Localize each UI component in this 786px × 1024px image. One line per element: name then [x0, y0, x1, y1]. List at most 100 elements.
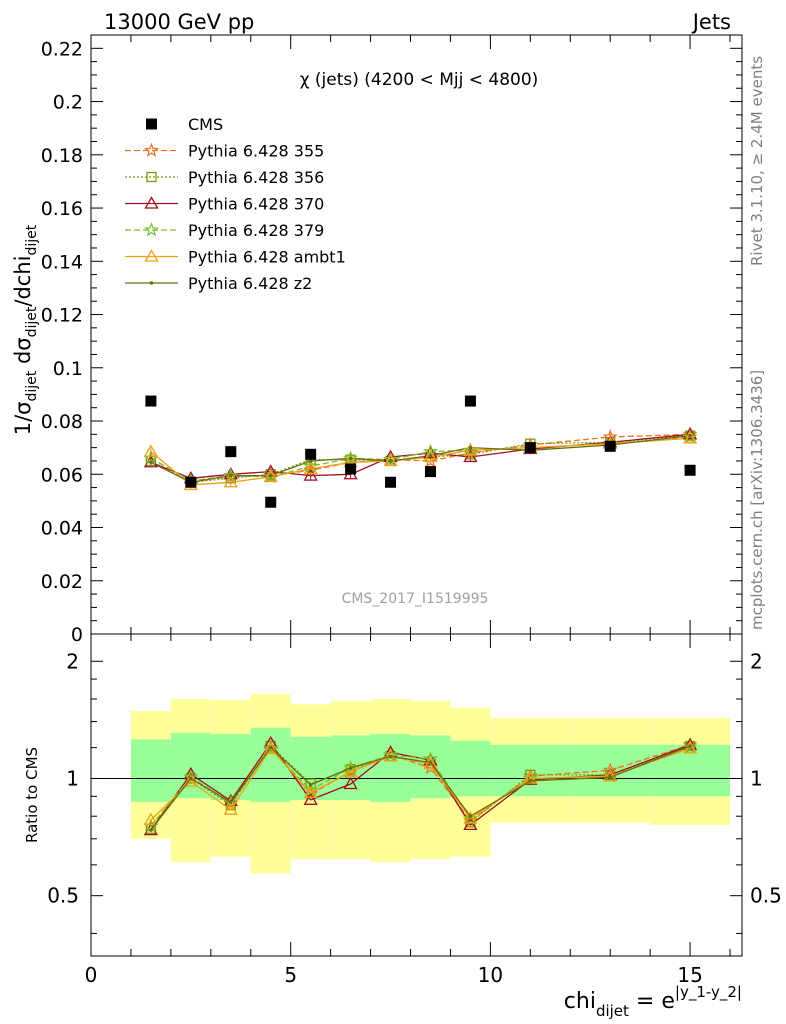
series-point-5 [268, 473, 273, 478]
data-point [225, 446, 237, 458]
header-left: 13000 GeV pp [104, 10, 254, 34]
ratio-band-inner [450, 740, 491, 797]
ratio-series-point-4 [383, 748, 398, 762]
ratio-series-point-3 [263, 740, 279, 756]
ratio-series-point-3 [682, 739, 698, 754]
series-point-5 [228, 473, 233, 478]
ratio-series-point-5 [149, 828, 153, 832]
main-y-tick-label: 0.22 [41, 38, 83, 60]
series-point-2 [682, 427, 698, 440]
ratio-panel: 0.5 0.5 1 1 2 2 0 5 10 15 Ratio to CMS chidijet =… [23, 633, 782, 1020]
main-y-tick-label: 0.08 [41, 411, 83, 433]
ratio-series-point-5 [308, 783, 313, 787]
ratio-series-point-5 [348, 766, 353, 770]
x-tick-label: 0 [85, 963, 98, 987]
ratio-series-point-4 [343, 764, 358, 777]
ratio-band-inner [370, 734, 411, 803]
main-y-tick-label: 0 [71, 624, 83, 646]
data-point [684, 464, 696, 476]
ratio-series-point-2 [343, 776, 358, 790]
legend-entry: Pythia 6.428 z2 [188, 274, 312, 293]
series-point-4 [682, 431, 698, 444]
ratio-series-point-4 [463, 811, 478, 824]
legend-entry: Pythia 6.428 ambt1 [188, 248, 346, 267]
header-right: Jets [691, 10, 731, 34]
data-point [265, 496, 277, 508]
ratio-y-tick-label: 1 [66, 766, 79, 790]
ratio-y-tick-label-right: 1 [750, 766, 763, 790]
series-point-4 [143, 444, 159, 457]
series-point-5 [468, 445, 473, 450]
ratio-series-point-5 [468, 814, 473, 819]
ratio-series-point-4 [143, 812, 159, 826]
series-point-4 [223, 474, 238, 488]
ratio-series-point-4 [523, 771, 538, 784]
x-axis-label: chidijet = e|y_1-y_2| [564, 983, 742, 1020]
ratio-series-line-2 [150, 742, 691, 831]
ratio-series-point-4 [423, 756, 438, 770]
ratio-series-point-5 [388, 754, 393, 759]
x-tick-label: 15 [677, 963, 702, 987]
ratio-band-inner [410, 735, 451, 799]
series-point-0 [602, 429, 618, 444]
data-point [385, 476, 397, 488]
ratio-y-tick-label-right: 0.5 [750, 884, 782, 908]
series-line-4 [150, 437, 691, 486]
ratio-series-point-5 [228, 800, 233, 805]
ratio-y-axis-label: Ratio to CMS [23, 747, 41, 843]
legend-entry: Pythia 6.428 356 [188, 168, 324, 187]
legend-entry: Pythia 6.428 379 [188, 221, 324, 240]
legend-marker [143, 222, 160, 237]
legend-entry: CMS [188, 115, 223, 134]
series-line-5 [150, 435, 691, 483]
ratio-series-point-5 [608, 775, 613, 780]
series-point-3 [462, 442, 478, 457]
main-y-tick-label: 0.14 [41, 251, 83, 273]
main-panel: 0 0.02 0.04 0.06 0.08 0.1 0.12 0.14 0.16 0.18 0.2 0… [11, 34, 743, 646]
ratio-band-inner [130, 739, 171, 803]
data-point [305, 448, 317, 460]
ratio-y-tick-label-right: 2 [750, 649, 763, 673]
series-line-3 [150, 436, 691, 482]
x-tick-label: 10 [478, 963, 503, 987]
ratio-series-point-2 [463, 817, 478, 831]
ratio-series-point-2 [303, 792, 318, 805]
series-point-3 [223, 467, 239, 482]
series-point-2 [303, 468, 318, 481]
ratio-series-point-4 [603, 768, 618, 782]
legend-marker [144, 249, 159, 262]
x-tick-label: 5 [284, 963, 297, 987]
series-point-5 [348, 456, 353, 461]
main-y-tick-label: 0.16 [41, 198, 83, 220]
main-y-tick-label: 0.18 [41, 145, 83, 167]
data-point [604, 440, 616, 452]
legend: CMS Pythia 6.428 355 Pythia 6.428 356 Pythi… [125, 115, 346, 293]
ratio-series-line-5 [150, 745, 691, 831]
main-title: χ (jets) (4200 < Mjj < 4800) [300, 70, 539, 90]
data-point [524, 442, 536, 454]
data-point [424, 466, 436, 478]
series-point-5 [688, 433, 692, 438]
series-point-4 [463, 442, 478, 456]
ratio-series-point-5 [528, 779, 533, 783]
series-point-2 [463, 449, 478, 463]
ratio-series-line-1 [150, 744, 691, 830]
main-y-tick-label: 0.04 [41, 518, 83, 540]
data-point [145, 395, 157, 407]
series-point-5 [149, 460, 153, 465]
ratio-series-point-4 [223, 802, 238, 815]
series-point-3 [303, 458, 319, 473]
series-point-5 [428, 453, 433, 458]
series-point-5 [388, 459, 393, 463]
ratio-series-point-4 [303, 785, 318, 799]
series-point-3 [682, 429, 698, 444]
main-y-tick-label: 0.02 [41, 571, 83, 593]
ratio-y-tick-label: 0.5 [47, 884, 79, 908]
side-label-lower: mcplots.cern.ch [arXiv:1306.3436] [748, 370, 766, 630]
series-point-3 [343, 450, 359, 465]
ratio-series-point-3 [462, 810, 478, 826]
main-y-tick-label: 0.06 [41, 464, 83, 486]
series-point-4 [263, 469, 278, 483]
ratio-series-point-3 [343, 759, 359, 775]
